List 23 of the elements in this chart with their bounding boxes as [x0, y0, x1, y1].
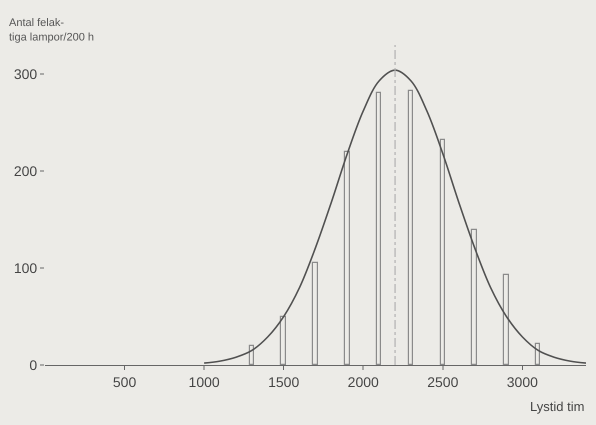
- x-tick-label: 1500: [268, 374, 300, 390]
- x-tick-label: 500: [112, 374, 136, 390]
- bar: [502, 274, 509, 365]
- bar: [376, 92, 381, 365]
- line-series: [203, 69, 586, 364]
- y-tick-label: 200: [14, 162, 38, 179]
- bar: [408, 90, 413, 365]
- x-axis-title: Lystid tim: [530, 399, 584, 414]
- bar: [534, 342, 540, 365]
- bar: [280, 316, 286, 365]
- bar: [344, 150, 350, 365]
- x-tick-label: 3000: [506, 374, 538, 390]
- x-tick-label: 1000: [188, 374, 220, 390]
- bar: [248, 344, 254, 365]
- y-tick-label: 100: [14, 260, 38, 276]
- x-tick-label: 2000: [348, 374, 380, 390]
- bar: [470, 228, 477, 365]
- y-axis-title: Antal felak- tiga lampor/200 h: [9, 17, 94, 44]
- bar: [440, 138, 445, 365]
- y-tick-label: 300: [14, 66, 38, 82]
- bar: [312, 262, 318, 365]
- x-tick-label: 2500: [427, 374, 459, 390]
- y-tick-label: 0: [29, 356, 38, 373]
